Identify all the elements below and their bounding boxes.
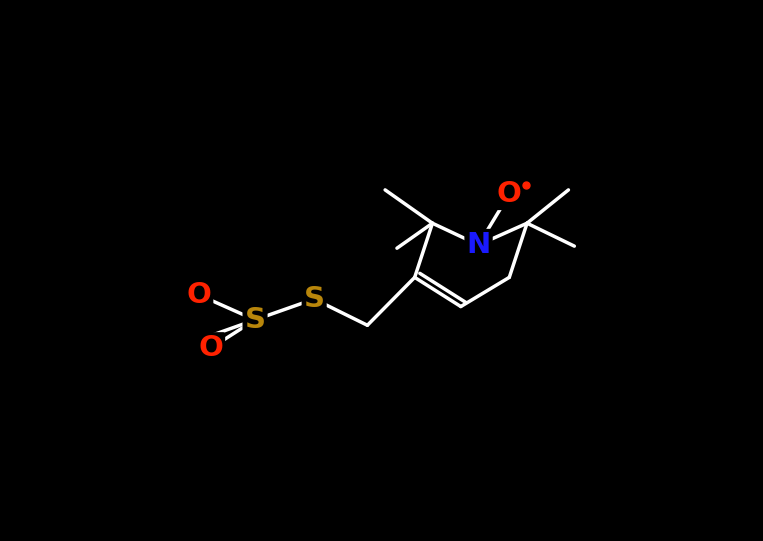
Text: O: O (186, 281, 211, 309)
Text: O: O (198, 334, 223, 362)
Text: S: S (304, 285, 325, 313)
Text: S: S (244, 306, 266, 334)
Text: O: O (497, 180, 522, 208)
Text: N: N (466, 231, 491, 259)
